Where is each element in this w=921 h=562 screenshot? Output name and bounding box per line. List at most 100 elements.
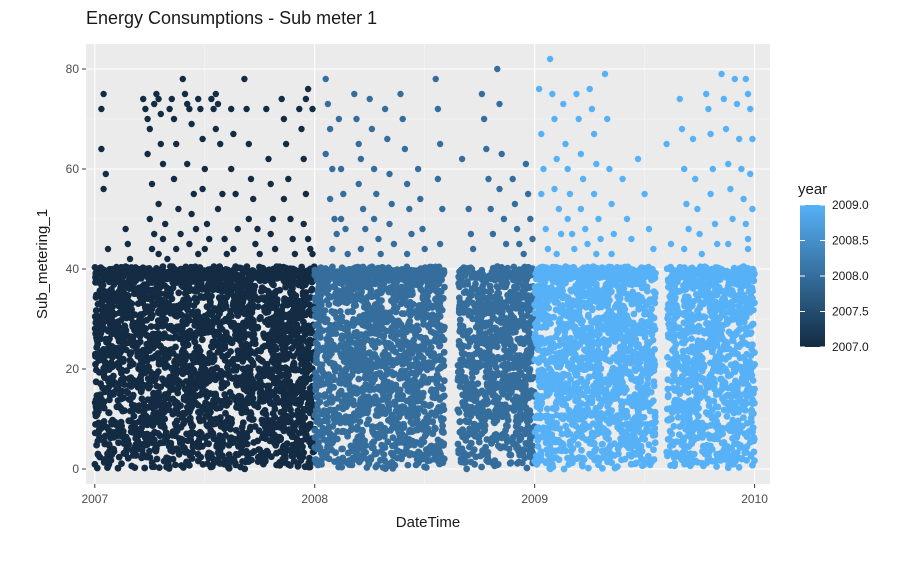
data-point bbox=[110, 324, 118, 332]
data-point bbox=[234, 312, 242, 319]
data-point bbox=[212, 90, 219, 98]
data-point bbox=[230, 245, 237, 253]
data-point bbox=[336, 308, 344, 315]
data-point bbox=[351, 320, 359, 327]
data-point bbox=[304, 235, 312, 243]
data-point bbox=[485, 408, 492, 415]
data-point bbox=[299, 335, 307, 343]
data-point bbox=[254, 296, 262, 304]
data-point bbox=[214, 100, 222, 108]
data-point bbox=[191, 332, 199, 340]
data-point bbox=[214, 398, 222, 405]
data-point bbox=[270, 401, 278, 409]
data-point bbox=[133, 266, 141, 273]
data-point bbox=[104, 450, 111, 458]
data-point bbox=[191, 350, 199, 358]
data-point bbox=[459, 331, 467, 339]
data-point bbox=[294, 326, 302, 334]
data-point bbox=[230, 455, 238, 463]
data-point bbox=[390, 300, 398, 307]
data-point bbox=[222, 266, 230, 274]
data-point bbox=[296, 105, 303, 113]
data-point bbox=[280, 427, 288, 435]
data-point bbox=[247, 175, 255, 183]
data-point bbox=[206, 354, 213, 362]
data-point bbox=[206, 235, 213, 243]
data-point bbox=[170, 115, 178, 123]
data-point bbox=[400, 310, 408, 317]
data-point bbox=[266, 437, 274, 445]
data-point bbox=[179, 75, 186, 83]
data-point bbox=[187, 394, 195, 402]
data-point bbox=[280, 195, 288, 203]
data-point bbox=[142, 357, 150, 364]
data-point bbox=[506, 341, 514, 349]
data-point bbox=[144, 150, 151, 158]
data-point bbox=[134, 300, 142, 307]
data-point bbox=[280, 115, 288, 123]
data-point bbox=[141, 403, 149, 411]
data-point bbox=[157, 140, 164, 148]
data-point bbox=[190, 190, 197, 198]
data-point bbox=[303, 295, 311, 303]
data-point bbox=[296, 443, 304, 450]
data-point bbox=[458, 368, 465, 375]
data-point bbox=[275, 398, 283, 406]
data-point bbox=[295, 429, 303, 437]
data-point bbox=[175, 205, 182, 213]
data-point bbox=[114, 332, 121, 340]
data-point bbox=[100, 185, 107, 193]
data-point bbox=[421, 463, 428, 471]
data-point bbox=[425, 402, 433, 410]
data-point bbox=[513, 284, 521, 292]
data-point bbox=[440, 336, 447, 343]
data-point bbox=[170, 379, 177, 387]
data-point bbox=[365, 416, 373, 424]
data-point bbox=[269, 350, 277, 357]
data-point bbox=[150, 289, 158, 297]
data-point bbox=[489, 378, 497, 386]
data-point bbox=[302, 434, 310, 442]
data-point bbox=[205, 440, 213, 448]
data-point bbox=[227, 425, 234, 433]
data-point bbox=[269, 215, 277, 223]
data-point bbox=[208, 343, 216, 351]
data-point bbox=[151, 100, 158, 108]
data-point bbox=[273, 263, 281, 271]
data-point bbox=[183, 294, 191, 301]
data-point bbox=[500, 430, 508, 438]
data-point bbox=[154, 337, 162, 344]
data-point bbox=[455, 409, 463, 416]
data-point bbox=[261, 307, 269, 315]
data-point bbox=[276, 337, 283, 345]
data-point bbox=[143, 331, 151, 339]
data-point bbox=[194, 376, 202, 384]
data-point bbox=[282, 140, 290, 148]
data-point bbox=[146, 447, 153, 455]
data-point bbox=[245, 350, 253, 358]
data-point bbox=[242, 449, 250, 457]
data-point bbox=[196, 391, 204, 399]
data-point bbox=[394, 393, 402, 400]
data-point bbox=[288, 432, 296, 440]
data-point bbox=[163, 454, 171, 462]
data-point bbox=[296, 382, 304, 389]
data-point bbox=[92, 360, 99, 368]
data-point bbox=[257, 366, 264, 374]
data-point bbox=[456, 280, 464, 287]
data-point bbox=[404, 461, 412, 469]
data-point bbox=[280, 401, 288, 409]
data-point bbox=[308, 285, 316, 293]
data-point bbox=[265, 292, 272, 300]
data-point bbox=[410, 346, 418, 354]
data-point bbox=[195, 250, 202, 258]
data-point bbox=[418, 301, 426, 309]
data-point bbox=[217, 340, 224, 348]
data-point bbox=[235, 374, 243, 382]
data-point bbox=[175, 448, 183, 456]
data-point bbox=[478, 416, 486, 424]
data-point bbox=[183, 301, 191, 309]
data-point bbox=[103, 288, 111, 296]
data-point bbox=[191, 321, 199, 329]
